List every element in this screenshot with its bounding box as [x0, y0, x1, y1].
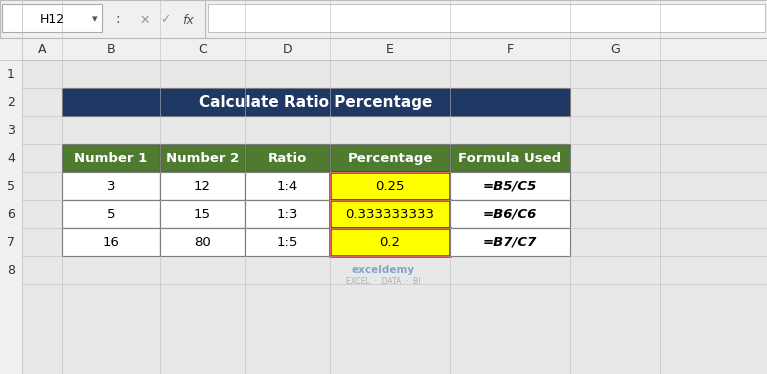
Bar — [160, 144, 245, 172]
Text: Calculate Ratio Percentage: Calculate Ratio Percentage — [199, 95, 433, 110]
Text: 4: 4 — [7, 151, 15, 165]
Text: B: B — [107, 43, 115, 55]
Text: 12: 12 — [194, 180, 211, 193]
Bar — [62, 172, 160, 200]
Text: 8: 8 — [7, 264, 15, 276]
Bar — [330, 228, 450, 256]
Text: =B5/C5: =B5/C5 — [482, 180, 537, 193]
Bar — [208, 4, 765, 32]
Bar — [0, 0, 767, 38]
Bar — [330, 144, 450, 172]
Text: EXCEL  ·  DATA  ·  BI: EXCEL · DATA · BI — [346, 278, 420, 286]
Text: =B7/C7: =B7/C7 — [482, 236, 537, 248]
Bar — [450, 200, 570, 228]
Text: 6: 6 — [7, 208, 15, 221]
Bar — [0, 38, 767, 60]
Bar — [160, 228, 245, 256]
Bar — [160, 172, 245, 200]
Text: ▾: ▾ — [92, 14, 98, 24]
Text: C: C — [198, 43, 207, 55]
Bar — [0, 38, 22, 374]
Bar — [450, 172, 570, 200]
Bar — [62, 144, 160, 172]
Text: 0.2: 0.2 — [380, 236, 400, 248]
Bar — [2, 4, 102, 32]
Text: 0.25: 0.25 — [375, 180, 405, 193]
Bar — [245, 172, 330, 200]
Text: Number 2: Number 2 — [166, 151, 239, 165]
Text: H12: H12 — [39, 12, 64, 25]
Text: 5: 5 — [7, 180, 15, 193]
Bar — [450, 228, 570, 256]
Bar — [62, 228, 160, 256]
Text: E: E — [386, 43, 394, 55]
Text: =B6/C6: =B6/C6 — [482, 208, 537, 221]
Text: G: G — [610, 43, 620, 55]
Text: 1:5: 1:5 — [277, 236, 298, 248]
Text: :: : — [116, 12, 120, 26]
Text: Ratio: Ratio — [268, 151, 308, 165]
Bar — [62, 200, 160, 228]
Bar — [62, 88, 570, 116]
Bar — [330, 200, 450, 228]
Bar — [330, 172, 450, 200]
Text: ✕: ✕ — [140, 13, 150, 27]
Text: A: A — [38, 43, 46, 55]
Bar — [450, 144, 570, 172]
Text: Number 1: Number 1 — [74, 151, 147, 165]
Bar — [245, 200, 330, 228]
Text: 2: 2 — [7, 95, 15, 108]
Text: F: F — [506, 43, 514, 55]
Text: exceldemy: exceldemy — [351, 265, 414, 275]
Text: 3: 3 — [107, 180, 115, 193]
Text: fx: fx — [182, 13, 194, 27]
Text: 1:3: 1:3 — [277, 208, 298, 221]
Text: ✓: ✓ — [160, 13, 170, 27]
Text: D: D — [283, 43, 292, 55]
Bar — [245, 228, 330, 256]
Text: 15: 15 — [194, 208, 211, 221]
Bar — [245, 144, 330, 172]
Text: 16: 16 — [103, 236, 120, 248]
Text: 1: 1 — [7, 67, 15, 80]
Text: 7: 7 — [7, 236, 15, 248]
Text: Percentage: Percentage — [347, 151, 433, 165]
Text: 5: 5 — [107, 208, 115, 221]
Text: 3: 3 — [7, 123, 15, 137]
Text: Formula Used: Formula Used — [459, 151, 561, 165]
Text: 1:4: 1:4 — [277, 180, 298, 193]
Text: 0.333333333: 0.333333333 — [345, 208, 434, 221]
Text: 80: 80 — [194, 236, 211, 248]
Bar — [160, 200, 245, 228]
